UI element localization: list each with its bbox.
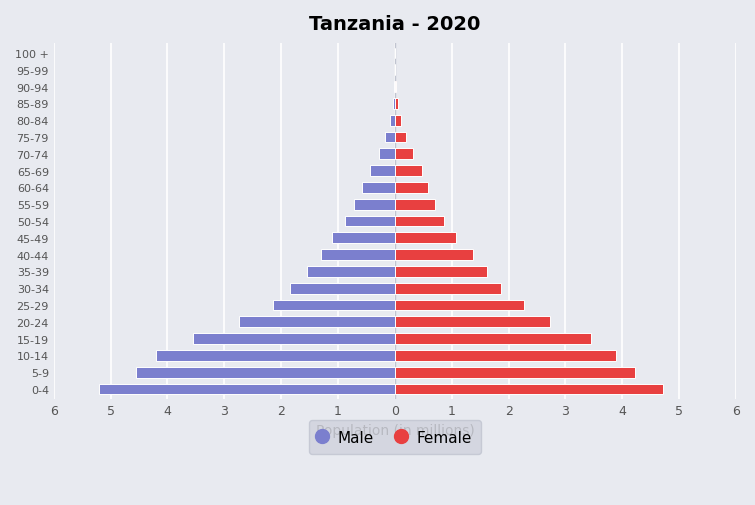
Bar (395, 216, 444, 227)
Bar (345, 216, 395, 227)
Bar (395, 367, 635, 378)
Bar (307, 267, 395, 277)
Bar (395, 267, 487, 277)
Bar (395, 132, 405, 143)
Bar (354, 199, 395, 210)
Bar (136, 367, 395, 378)
Title: Tanzania - 2020: Tanzania - 2020 (310, 15, 481, 34)
Bar (385, 132, 395, 143)
Bar (395, 249, 473, 261)
Bar (290, 283, 395, 294)
Legend: Male, Female: Male, Female (309, 421, 481, 454)
Bar (395, 283, 501, 294)
Bar (395, 82, 396, 93)
Bar (395, 384, 664, 395)
Bar (379, 149, 395, 160)
Bar (371, 166, 395, 177)
Bar (362, 183, 395, 193)
Bar (395, 199, 435, 210)
Bar (193, 333, 395, 344)
Bar (332, 233, 395, 244)
Bar (321, 249, 395, 261)
Bar (395, 317, 550, 328)
Bar (395, 233, 456, 244)
Bar (393, 98, 395, 110)
Bar (395, 149, 412, 160)
Bar (395, 166, 421, 177)
Bar (395, 183, 428, 193)
Bar (395, 98, 398, 110)
Bar (395, 300, 524, 311)
Bar (395, 350, 615, 361)
Bar (390, 116, 395, 126)
Bar (99, 384, 395, 395)
X-axis label: Population (in millions): Population (in millions) (316, 423, 474, 437)
Bar (273, 300, 395, 311)
Bar (395, 333, 591, 344)
Bar (395, 116, 401, 126)
Bar (239, 317, 395, 328)
Bar (156, 350, 395, 361)
